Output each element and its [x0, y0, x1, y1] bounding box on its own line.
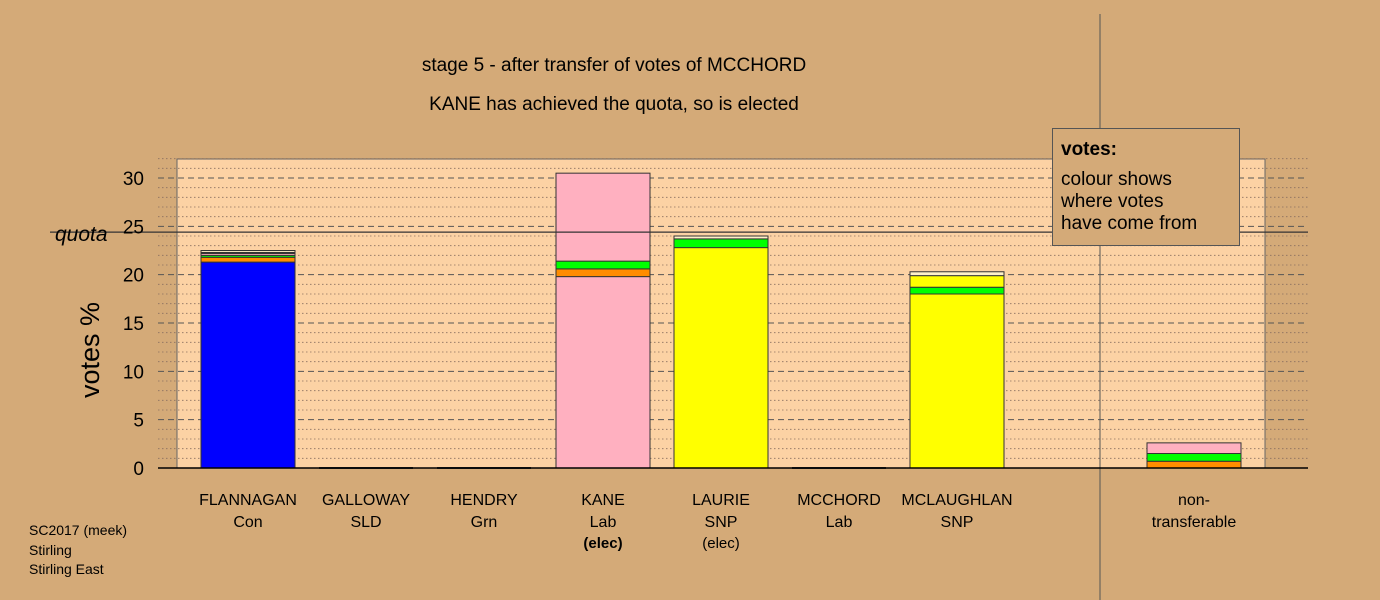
category-name-label: GALLOWAY	[322, 492, 410, 509]
bar-segment	[673, 247, 769, 469]
chart-title: stage 5 - after transfer of votes of MCC…	[421, 55, 807, 76]
footer-election: SC2017 (meek)	[29, 522, 128, 538]
bar-segment	[909, 275, 1005, 288]
category-party-label: Con	[233, 514, 262, 531]
y-tick-label: 20	[123, 266, 144, 287]
bar-segment	[1146, 442, 1242, 455]
category-status-label: (elec)	[583, 535, 622, 552]
category-name-label: KANE	[581, 492, 625, 509]
y-tick-label: 15	[123, 314, 144, 335]
bar-segment	[555, 268, 651, 278]
bar-segment	[673, 235, 769, 240]
category-status-label: (elec)	[702, 535, 740, 552]
category-party-label: SLD	[350, 514, 381, 531]
category-name-label: MCCHORD	[797, 492, 881, 509]
category-name-label: FLANNAGAN	[199, 492, 297, 509]
footer-council: Stirling	[29, 541, 72, 558]
category-name-label: non-	[1178, 492, 1210, 509]
bar-segment	[909, 293, 1005, 469]
chart-subtitle: KANE has achieved the quota, so is elect…	[429, 94, 799, 115]
category-party-label: Lab	[826, 514, 853, 531]
y-tick-label: 30	[123, 169, 144, 190]
legend-line: have come from	[1061, 213, 1198, 234]
y-axis-label: votes %	[75, 302, 105, 398]
category-party-label: SNP	[705, 514, 738, 531]
y-tick-label: 5	[133, 411, 144, 432]
category-name-label: transferable	[1152, 514, 1237, 531]
bar-segment	[909, 271, 1005, 277]
bar-segment	[555, 172, 651, 262]
bar-segment	[555, 260, 651, 270]
quota-label: quota	[55, 223, 108, 246]
category-party-label: SNP	[941, 514, 974, 531]
legend-line: colour shows	[1061, 169, 1172, 190]
category-name-label: HENDRY	[450, 492, 518, 509]
bar-segment	[555, 276, 651, 469]
bar-segment	[200, 250, 296, 253]
category-party-label: Grn	[471, 514, 498, 531]
bar-segment	[1146, 460, 1242, 469]
bar-segment	[1146, 453, 1242, 462]
category-party-label: Lab	[590, 514, 617, 531]
category-name-label: LAURIE	[692, 492, 750, 509]
legend-line: where votes	[1061, 191, 1164, 212]
bar-segment	[200, 261, 296, 469]
legend-box: votes: colour shows where votes have com…	[1052, 128, 1240, 246]
y-tick-label: 0	[133, 459, 144, 480]
y-tick-label: 10	[123, 362, 144, 383]
legend-heading: votes:	[1061, 139, 1117, 160]
footer-info: SC2017 (meek) Stirling Stirling East	[29, 521, 127, 580]
y-tick-label: 25	[123, 217, 144, 238]
bar-segment	[200, 256, 296, 263]
bar-segment	[673, 238, 769, 249]
bar-segment	[909, 286, 1005, 295]
footer-ward: Stirling East	[29, 561, 104, 577]
category-name-label: MCLAUGHLAN	[901, 492, 1012, 509]
